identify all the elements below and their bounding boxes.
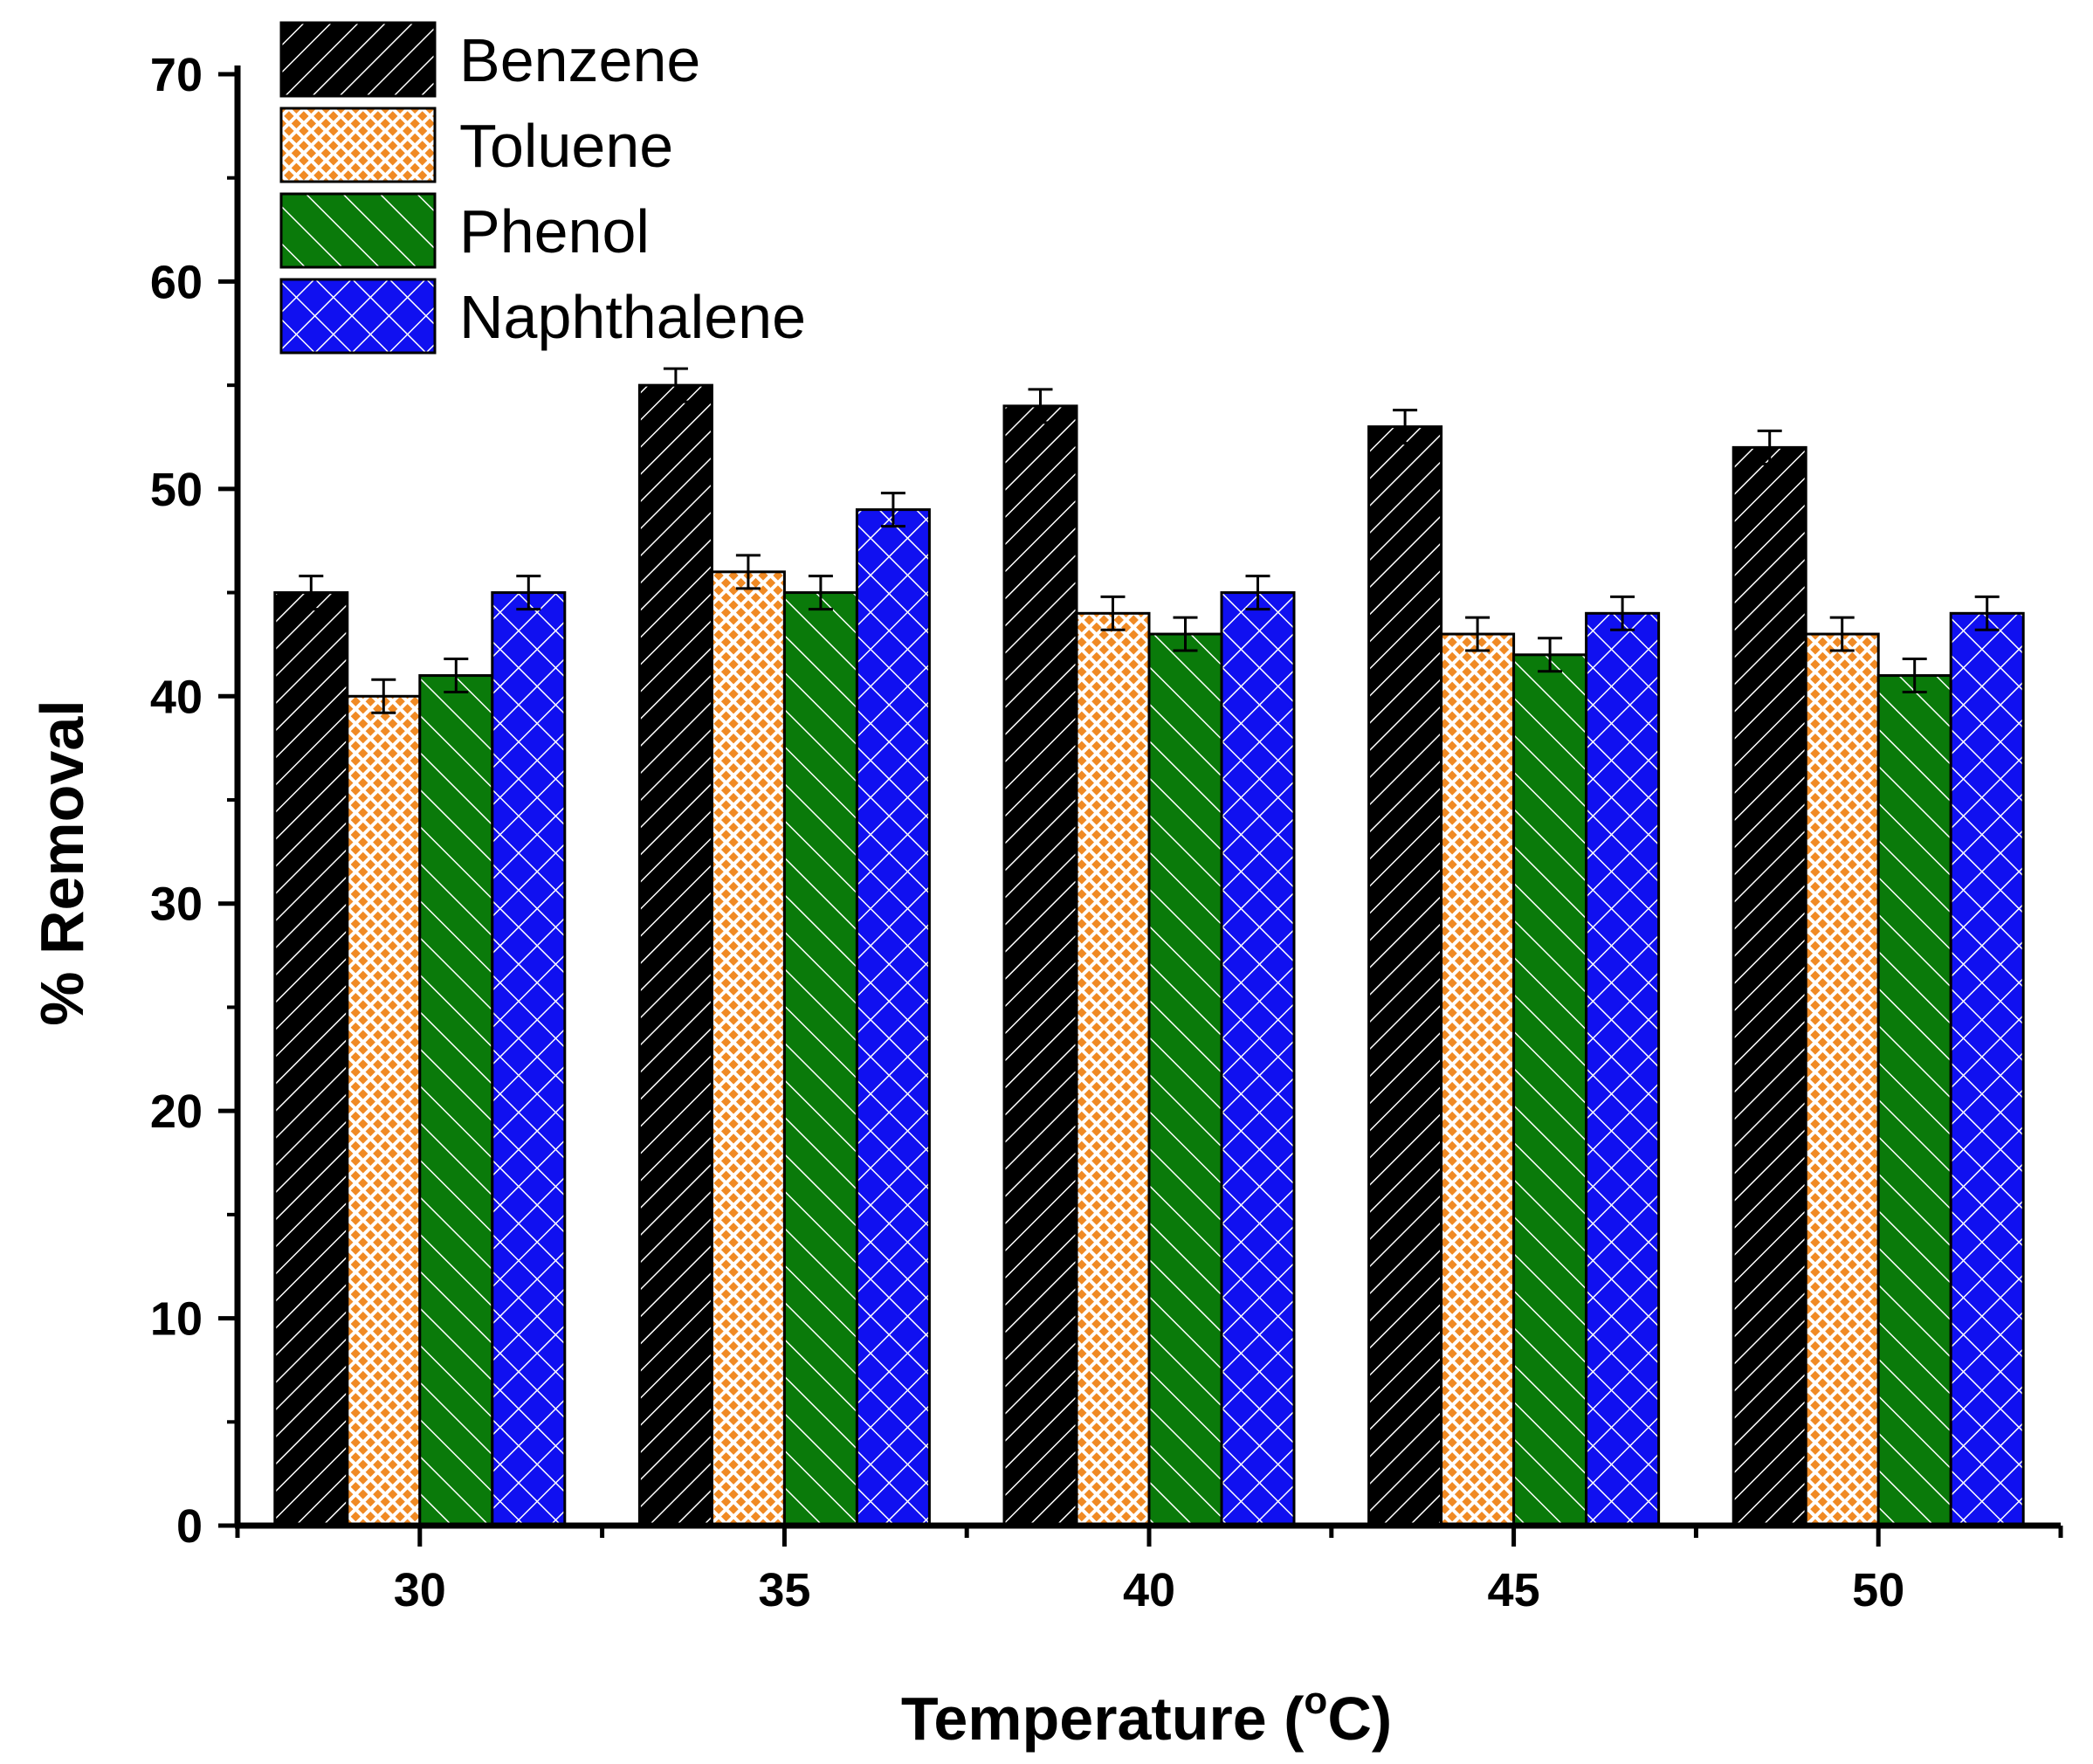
error-bar-benzene-35 (663, 367, 688, 403)
error-bar-toluene-35 (735, 554, 761, 590)
legend-swatch-phenol (279, 192, 437, 269)
bar-toluene-50 (1804, 632, 1880, 1527)
y-tick-label-50: 50 (150, 464, 203, 516)
bar-phenol-45 (1512, 653, 1588, 1527)
bar-benzene-40 (1002, 404, 1078, 1527)
error-bar-toluene-45 (1465, 616, 1491, 652)
bar-naphthalene-30 (491, 591, 567, 1527)
legend-item-naphthalene: Naphthalene (279, 278, 806, 355)
y-axis-title: % Removal (28, 699, 96, 1025)
error-bar-naphthalene-40 (1245, 575, 1270, 611)
bar-toluene-30 (346, 694, 422, 1527)
legend-label-phenol: Phenol (459, 197, 650, 265)
x-tick-label-30: 30 (394, 1564, 446, 1616)
error-bar-naphthalene-30 (516, 575, 541, 611)
series-benzene (273, 367, 1807, 1527)
error-bar-benzene-30 (299, 575, 324, 611)
error-bar-phenol-30 (444, 658, 469, 694)
error-bar-benzene-50 (1757, 429, 1782, 465)
legend-swatch-benzene (279, 21, 437, 98)
series-phenol (418, 575, 1952, 1527)
bar-toluene-45 (1440, 632, 1516, 1527)
error-bar-toluene-30 (371, 678, 396, 714)
legend-item-phenol: Phenol (279, 192, 650, 269)
error-bar-phenol-45 (1538, 637, 1563, 673)
bar-phenol-35 (782, 591, 858, 1527)
error-bar-phenol-35 (808, 575, 833, 611)
x-tick-label-45: 45 (1488, 1564, 1540, 1616)
x-tick-label-35: 35 (758, 1564, 810, 1616)
series-naphthalene (491, 492, 2025, 1527)
y-tick-label-60: 60 (150, 256, 203, 308)
error-bar-phenol-40 (1173, 616, 1198, 652)
bar-benzene-35 (637, 383, 713, 1527)
x-tick-label-40: 40 (1123, 1564, 1175, 1616)
series-toluene (346, 554, 1880, 1527)
bar-phenol-50 (1876, 674, 1952, 1527)
error-bar-naphthalene-50 (1974, 595, 2000, 631)
legend-label-benzene: Benzene (459, 26, 700, 94)
bar-naphthalene-45 (1585, 611, 1661, 1527)
x-tick-label-50: 50 (1852, 1564, 1904, 1616)
bar-naphthalene-35 (855, 508, 931, 1527)
bar-naphthalene-50 (1949, 611, 2025, 1527)
legend-label-toluene: Toluene (459, 112, 673, 180)
y-tick-label-20: 20 (150, 1085, 203, 1138)
bar-benzene-45 (1367, 425, 1443, 1527)
legend-swatch-naphthalene (279, 278, 437, 355)
y-tick-label-70: 70 (150, 49, 203, 101)
y-tick-label-30: 30 (150, 879, 203, 931)
bar-toluene-35 (710, 570, 786, 1527)
bar-toluene-40 (1075, 611, 1151, 1527)
error-bar-naphthalene-45 (1610, 595, 1635, 631)
legend-item-toluene: Toluene (279, 107, 673, 183)
y-tick-label-10: 10 (150, 1293, 203, 1346)
error-bar-benzene-40 (1028, 388, 1053, 424)
legend-swatch-toluene (279, 107, 437, 183)
bar-benzene-50 (1732, 445, 1807, 1527)
legend-label-naphthalene: Naphthalene (459, 283, 806, 351)
error-bar-toluene-40 (1100, 595, 1126, 631)
error-bar-benzene-45 (1393, 409, 1418, 445)
error-bar-naphthalene-35 (880, 492, 905, 528)
error-bar-phenol-50 (1902, 658, 1927, 694)
bar-phenol-40 (1147, 632, 1223, 1527)
y-tick-label-0: 0 (176, 1500, 203, 1553)
error-bar-toluene-50 (1829, 616, 1855, 652)
x-axis-title: Temperature (oC) (901, 1679, 1392, 1753)
bar-naphthalene-40 (1220, 591, 1296, 1527)
bar-benzene-30 (273, 591, 349, 1527)
bar-phenol-30 (418, 674, 494, 1527)
legend-item-benzene: Benzene (279, 21, 700, 98)
y-tick-label-40: 40 (150, 671, 203, 723)
